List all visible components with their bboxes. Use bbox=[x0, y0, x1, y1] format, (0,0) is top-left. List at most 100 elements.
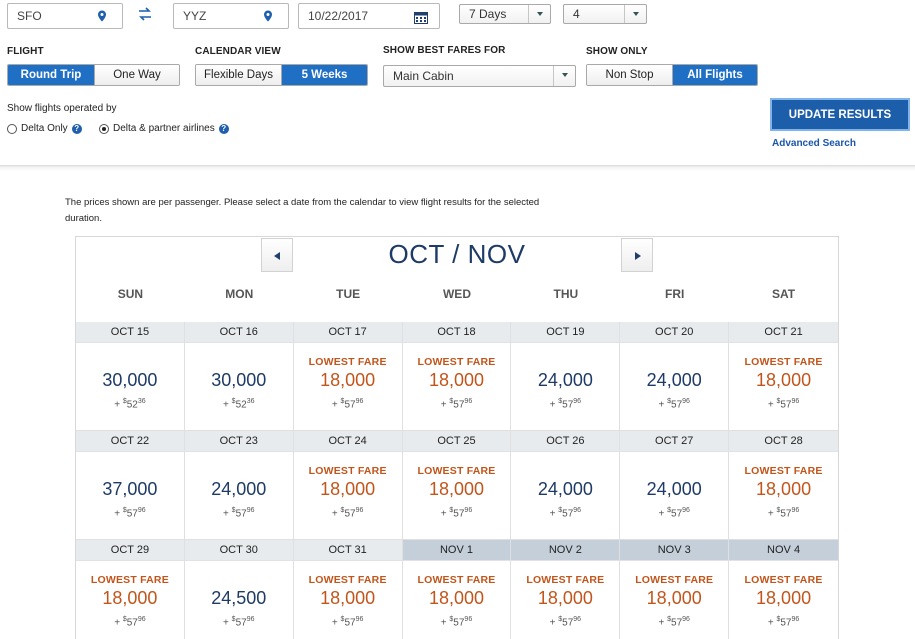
day-date: NOV 1 bbox=[402, 540, 511, 561]
calendar-day-cell[interactable]: OCT 21 LOWEST FARE 18,000 + $5796 bbox=[729, 322, 838, 431]
calendar-day-cell[interactable]: NOV 3 LOWEST FARE 18,000 + $5796 bbox=[620, 540, 730, 639]
day-date: OCT 22 bbox=[76, 431, 184, 452]
fare-miles: 24,000 bbox=[537, 479, 593, 499]
five-weeks-option[interactable]: 5 Weeks bbox=[281, 65, 367, 85]
tax-cents: 96 bbox=[573, 398, 582, 405]
all-flights-option[interactable]: All Flights bbox=[672, 65, 757, 85]
fare-miles: 24,000 bbox=[646, 370, 702, 390]
help-icon[interactable]: ? bbox=[218, 123, 229, 134]
fare-miles: 18,000 bbox=[320, 588, 376, 608]
plus-sign: + bbox=[223, 617, 232, 629]
calendar-view-label: CALENDAR VIEW bbox=[195, 46, 281, 57]
best-fares-select[interactable]: Main Cabin bbox=[383, 65, 576, 87]
swap-icon[interactable] bbox=[137, 6, 153, 22]
currency-symbol: $ bbox=[667, 398, 672, 405]
tax-dollars: 57 bbox=[671, 508, 683, 520]
calendar-day-cell[interactable]: OCT 24 LOWEST FARE 18,000 + $5796 bbox=[293, 431, 403, 540]
calendar-day-cell[interactable]: NOV 2 LOWEST FARE 18,000 + $5796 bbox=[511, 540, 621, 639]
fare-taxes: + $5796 bbox=[403, 398, 511, 410]
one-way-option[interactable]: One Way bbox=[93, 65, 179, 85]
month-title: OCT / NOV bbox=[388, 239, 526, 269]
previous-month-button[interactable] bbox=[261, 238, 293, 272]
currency-symbol: $ bbox=[776, 616, 781, 623]
fare-miles: 18,000 bbox=[320, 479, 376, 499]
tax-cents: 96 bbox=[246, 616, 255, 623]
calendar-day-cell[interactable]: OCT 15 30,000 + $5236 bbox=[76, 322, 185, 431]
calendar-day-cell[interactable]: OCT 20 24,000 + $5796 bbox=[620, 322, 730, 431]
tax-dollars: 57 bbox=[562, 508, 574, 520]
day-date: OCT 15 bbox=[76, 322, 184, 343]
calendar-day-cell[interactable]: OCT 27 24,000 + $5796 bbox=[620, 431, 730, 540]
calendar-day-cell[interactable]: OCT 30 24,500 + $5796 bbox=[184, 540, 294, 639]
fare-miles: 18,000 bbox=[646, 588, 702, 608]
day-date: OCT 17 bbox=[293, 322, 402, 343]
plus-sign: + bbox=[440, 399, 450, 411]
fare-taxes: + $5796 bbox=[403, 616, 511, 628]
calendar-day-cell[interactable]: OCT 16 30,000 + $5236 bbox=[184, 322, 294, 431]
currency-symbol: $ bbox=[776, 398, 781, 405]
weekday-label: THU bbox=[553, 287, 579, 301]
plus-sign: + bbox=[223, 508, 232, 520]
fare-taxes: + $5796 bbox=[76, 616, 184, 628]
delta-partner-radio[interactable]: Delta & partner airlines ? bbox=[99, 123, 229, 134]
update-results-button[interactable]: UPDATE RESULTS bbox=[770, 98, 910, 131]
passengers-select[interactable]: 4 bbox=[563, 4, 647, 24]
non-stop-option[interactable]: Non Stop bbox=[587, 65, 672, 85]
fare-taxes: + $5796 bbox=[729, 616, 838, 628]
tax-cents: 96 bbox=[355, 507, 364, 514]
day-date: NOV 3 bbox=[620, 540, 729, 561]
lowest-fare-badge: LOWEST FARE bbox=[417, 574, 496, 586]
tax-cents: 96 bbox=[137, 616, 146, 623]
date-field[interactable]: 10/22/2017 bbox=[298, 3, 440, 29]
calendar-day-cell[interactable]: OCT 25 LOWEST FARE 18,000 + $5796 bbox=[402, 431, 512, 540]
tax-dollars: 57 bbox=[562, 617, 574, 629]
currency-symbol: $ bbox=[667, 616, 672, 623]
currency-symbol: $ bbox=[776, 507, 781, 514]
help-icon[interactable]: ? bbox=[71, 123, 82, 134]
calendar-day-cell[interactable]: OCT 28 LOWEST FARE 18,000 + $5796 bbox=[729, 431, 838, 540]
plus-sign: + bbox=[223, 399, 232, 411]
calendar-day-cell[interactable]: OCT 19 24,000 + $5796 bbox=[511, 322, 621, 431]
tax-dollars: 57 bbox=[344, 399, 356, 411]
calendar-day-cell[interactable]: NOV 1 LOWEST FARE 18,000 + $5796 bbox=[402, 540, 512, 639]
destination-field[interactable]: YYZ bbox=[173, 3, 289, 29]
calendar-day-cell[interactable]: OCT 23 24,000 + $5796 bbox=[184, 431, 294, 540]
delta-partner-label: Delta & partner airlines bbox=[113, 123, 215, 134]
currency-symbol: $ bbox=[449, 616, 454, 623]
origin-field[interactable]: SFO bbox=[7, 3, 123, 29]
tax-dollars: 57 bbox=[235, 508, 247, 520]
calendar-day-cell[interactable]: OCT 22 37,000 + $5796 bbox=[76, 431, 185, 540]
day-date: NOV 4 bbox=[729, 540, 838, 561]
radio-button[interactable] bbox=[99, 123, 109, 134]
calendar-day-cell[interactable]: NOV 4 LOWEST FARE 18,000 + $5796 bbox=[729, 540, 838, 639]
tax-cents: 96 bbox=[791, 507, 800, 514]
day-date: OCT 27 bbox=[620, 431, 729, 452]
lowest-fare-badge: LOWEST FARE bbox=[744, 465, 823, 477]
fare-taxes: + $5796 bbox=[620, 507, 728, 519]
calendar-day-cell[interactable]: OCT 18 LOWEST FARE 18,000 + $5796 bbox=[402, 322, 512, 431]
fare-miles: 24,000 bbox=[646, 479, 702, 499]
lowest-fare-badge: LOWEST FARE bbox=[526, 574, 605, 586]
tax-dollars: 57 bbox=[453, 508, 465, 520]
fare-miles: 18,000 bbox=[428, 370, 485, 390]
calendar-day-cell[interactable]: OCT 31 LOWEST FARE 18,000 + $5796 bbox=[293, 540, 403, 639]
calendar-day-cell[interactable]: OCT 17 LOWEST FARE 18,000 + $5796 bbox=[293, 322, 403, 431]
currency-symbol: $ bbox=[340, 507, 345, 514]
fare-miles: 18,000 bbox=[756, 370, 812, 390]
currency-symbol: $ bbox=[558, 398, 563, 405]
lowest-fare-badge: LOWEST FARE bbox=[308, 574, 387, 586]
flexible-days-option[interactable]: Flexible Days bbox=[196, 65, 281, 85]
calendar-day-cell[interactable]: OCT 29 LOWEST FARE 18,000 + $5796 bbox=[76, 540, 185, 639]
calendar-day-cell[interactable]: OCT 26 24,000 + $5796 bbox=[511, 431, 621, 540]
duration-select[interactable]: 7 Days bbox=[459, 4, 551, 24]
tax-dollars: 57 bbox=[671, 617, 683, 629]
day-date: OCT 19 bbox=[511, 322, 620, 343]
advanced-search-link[interactable]: Advanced Search bbox=[772, 138, 856, 149]
next-month-button[interactable] bbox=[621, 238, 653, 272]
delta-only-radio[interactable]: Delta Only ? bbox=[7, 123, 82, 134]
tax-cents: 96 bbox=[464, 616, 473, 623]
round-trip-option[interactable]: Round Trip bbox=[8, 65, 94, 85]
radio-button[interactable] bbox=[7, 123, 17, 134]
currency-symbol: $ bbox=[340, 398, 345, 405]
fare-taxes: + $5796 bbox=[294, 398, 402, 410]
